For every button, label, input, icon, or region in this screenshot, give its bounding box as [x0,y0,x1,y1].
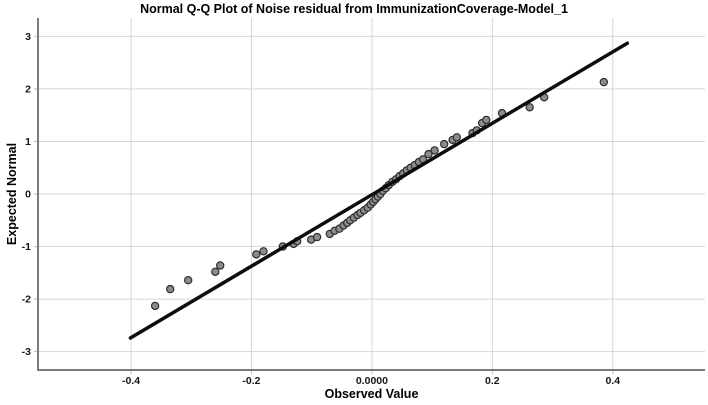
data-point [215,261,225,270]
axes [37,18,705,371]
chart-title: Normal Q-Q Plot of Noise residual from I… [140,2,568,16]
tick-labels: 3 2 1 0 -1 -2 -3 -0.4 -0.2 0.0000 0.2 0.4 [22,31,621,387]
data-point [150,301,160,311]
data-point [525,103,534,112]
data-point [165,284,175,294]
y-tick-label: -2 [22,294,31,306]
tick-marks [34,35,614,374]
y-tick-label: 3 [25,31,31,43]
reference-line-group [128,41,630,340]
x-tick-label: 0.2 [485,375,500,387]
data-point [312,232,322,242]
y-tick-label: -3 [22,346,31,358]
data-point [183,276,193,285]
data-point [482,115,491,125]
y-tick-label: 1 [25,136,31,148]
data-point [430,146,439,155]
data-point [259,247,268,256]
x-tick-label: 0.4 [605,375,620,387]
x-tick-label: -0.4 [122,375,140,387]
x-tick-label: 0.0000 [356,375,388,387]
data-point [452,133,461,142]
y-tick-label: 2 [25,83,31,95]
data-point [440,139,449,149]
y-tick-label: -1 [22,241,31,253]
y-tick-label: 0 [25,189,31,201]
data-point [424,149,433,159]
data-point [599,77,609,87]
x-tick-label: -0.2 [242,375,260,387]
data-point [252,250,261,259]
x-axis-title: Observed Value [324,387,419,401]
reference-line [128,41,630,340]
data-point [211,267,220,276]
